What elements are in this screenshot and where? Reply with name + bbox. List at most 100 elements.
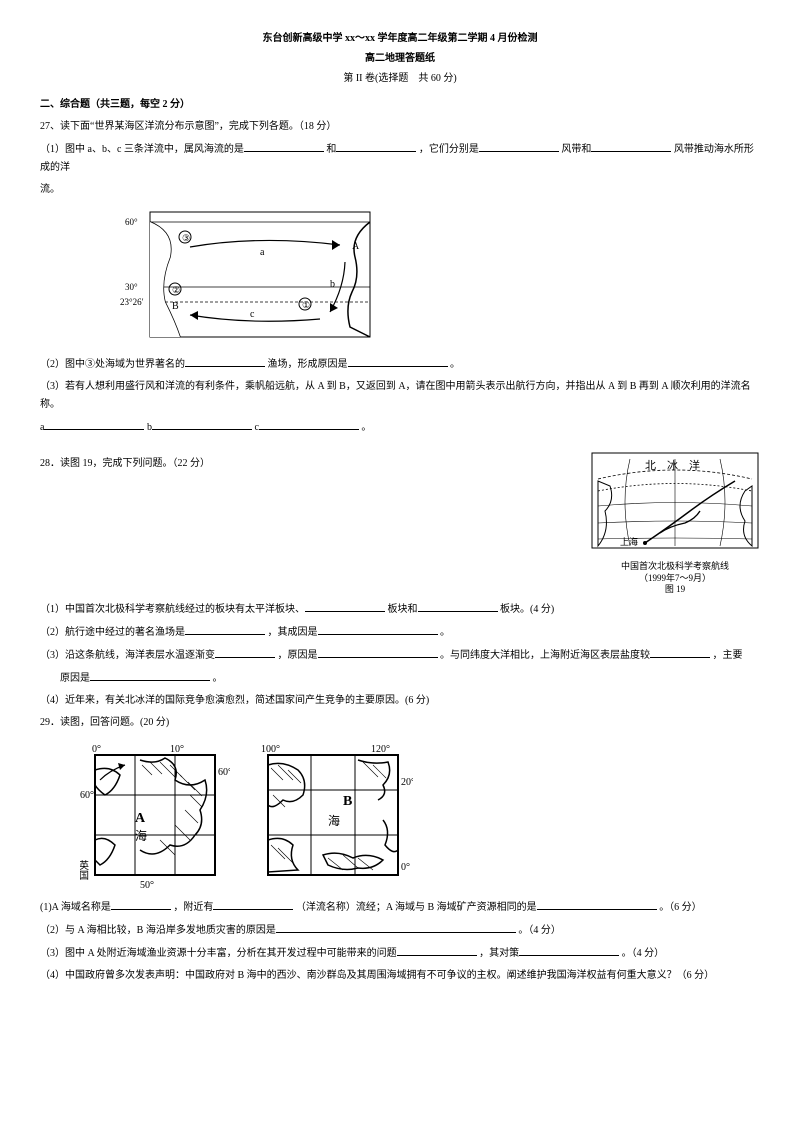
text: （洋流名称）流经；A 海域与 B 海域矿产资源相同的是: [296, 902, 537, 913]
blank: [336, 140, 416, 152]
q28-p1: （1）中国首次北极科学考察航线经过的板块有太平洋板块、 板块和 板块。(4 分): [40, 600, 760, 619]
text: 。（4 分）: [518, 925, 561, 936]
q29-p3: （3）图中 A 处附近海域渔业资源十分丰富，分析在其开发过程中可能带来的问题 ，…: [40, 944, 760, 963]
text: （3）图中 A 处附近海域渔业资源十分丰富，分析在其开发过程中可能带来的问题: [40, 948, 397, 959]
q29-figures: 0° 10° 60° 60° 50° A 海 英国: [40, 740, 760, 890]
q29-p2: （2）与 A 海相比较，B 海沿岸多发地质灾害的原因是 。（4 分）: [40, 921, 760, 940]
caption-3: 图 19: [590, 584, 760, 596]
q29-p4: （4）中国政府曾多次发表声明：中国政府对 B 海中的西沙、南沙群岛及其周围海域拥…: [40, 967, 760, 985]
svg-text:0°: 0°: [401, 862, 410, 873]
q28-p4: （4）近年来，有关北冰洋的国际竞争愈演愈烈，简述国家间产生竞争的主要原因。(6 …: [40, 692, 760, 710]
svg-text:a: a: [260, 247, 265, 258]
q27-figure: 60° 30° 23°26′ a b c ③ ② ① A B: [40, 207, 760, 347]
text: 。: [361, 422, 371, 433]
text: 渔场，形成原因是: [268, 359, 348, 370]
text: 。与同纬度大洋相比，上海附近海区表层盐度较: [440, 650, 650, 661]
svg-text:0°: 0°: [92, 744, 101, 755]
svg-text:③: ③: [182, 233, 190, 243]
svg-text:60°: 60°: [125, 217, 138, 227]
svg-text:海: 海: [135, 828, 147, 843]
text: 。（6 分）: [659, 902, 702, 913]
text: 。: [440, 627, 450, 638]
svg-text:A: A: [352, 241, 360, 252]
text: 。: [450, 359, 460, 370]
blank: [152, 418, 252, 430]
q29-stem: 29．读图，回答问题。(20 分): [40, 714, 760, 732]
svg-text:10°: 10°: [170, 744, 184, 755]
blank: [318, 646, 438, 658]
text: （1）图中 a、b、c 三条洋流中，属风海流的是: [40, 144, 244, 155]
q28-p2: （2）航行途中经过的著名渔场是 ，其成因是 。: [40, 623, 760, 642]
svg-text:120°: 120°: [371, 744, 390, 755]
svg-text:英国: 英国: [80, 859, 89, 881]
q27-stem: 27、读下面“世界某海区洋流分布示意图”，完成下列各题。（18 分）: [40, 118, 760, 136]
blank: [185, 355, 265, 367]
svg-text:上海: 上海: [620, 536, 638, 547]
text: （3）沿这条航线，海洋表层水温逐渐变: [40, 650, 215, 661]
text: 。: [213, 673, 223, 684]
svg-text:B: B: [172, 301, 179, 312]
blank: [244, 140, 324, 152]
text: (1)A 海域名称是: [40, 902, 111, 913]
svg-text:海: 海: [328, 813, 340, 828]
q27-p1: （1）图中 a、b、c 三条洋流中，属风海流的是 和 ，它们分别是 风带和 风带…: [40, 140, 760, 177]
text: 。（4 分）: [622, 948, 665, 959]
q27-p3: （3）若有人想利用盛行风和洋流的有利条件，乘帆船远航，从 A 到 B，又返回到 …: [40, 378, 760, 414]
blank: [90, 669, 210, 681]
blank: [591, 140, 671, 152]
text: ，其对策: [479, 948, 519, 959]
blank: [348, 355, 448, 367]
blank: [418, 600, 498, 612]
blank: [305, 600, 385, 612]
svg-text:b: b: [330, 279, 335, 290]
title-line-1: 东台创新高级中学 xx～xx 学年度高二年级第二学期 4 月份检测: [40, 30, 760, 48]
subtitle: 第 II 卷(选择题 共 60 分): [40, 70, 760, 88]
blank: [213, 898, 293, 910]
q27-p3-blanks: a b c 。: [40, 418, 760, 437]
q27-p1-cont: 流。: [40, 181, 760, 199]
svg-text:②: ②: [172, 285, 180, 295]
caption: 中国首次北极科学考察航线 （1999年7～9月） 图 19: [590, 561, 760, 596]
q28-map: 北 冰 洋 上海 中国首次北极科学考察航线 （1999年7～9月） 图 19: [590, 451, 760, 596]
blank: [215, 646, 275, 658]
title-line-2: 高二地理答题纸: [40, 50, 760, 68]
svg-text:100°: 100°: [261, 744, 280, 755]
svg-text:①: ①: [302, 300, 310, 310]
text: 和: [326, 144, 336, 155]
svg-text:20°: 20°: [401, 777, 413, 788]
blank: [519, 944, 619, 956]
blank: [259, 418, 359, 430]
svg-text:30°: 30°: [125, 282, 138, 292]
section-2-header: 二、综合题（共三题，每空 2 分）: [40, 96, 760, 114]
blank: [650, 646, 710, 658]
arctic-route-map: 北 冰 洋 上海: [590, 451, 760, 561]
text: ，主要: [713, 650, 743, 661]
blank: [185, 623, 265, 635]
svg-text:A: A: [135, 811, 146, 826]
q28-p3b: 原因是 。: [40, 669, 760, 688]
text: ，附近有: [173, 902, 213, 913]
text: 板块和: [388, 604, 418, 615]
svg-text:23°26′: 23°26′: [120, 297, 144, 307]
text: （2）图中③处海域为世界著名的: [40, 359, 185, 370]
blank: [479, 140, 559, 152]
blank: [111, 898, 171, 910]
blank: [276, 921, 396, 933]
svg-text:50°: 50°: [140, 880, 154, 890]
text: 原因是: [60, 673, 90, 684]
blank: [537, 898, 657, 910]
text: ，其成因是: [268, 627, 318, 638]
q28-p3: （3）沿这条航线，海洋表层水温逐渐变 ，原因是 。与同纬度大洋相比，上海附近海区…: [40, 646, 760, 665]
svg-text:60°: 60°: [80, 790, 94, 801]
blank: [44, 418, 144, 430]
q29-map-a: 0° 10° 60° 60° 50° A 海 英国: [80, 740, 230, 890]
text: （2）航行途中经过的著名渔场是: [40, 627, 185, 638]
q29-p1: (1)A 海域名称是 ，附近有 （洋流名称）流经；A 海域与 B 海域矿产资源相…: [40, 898, 760, 917]
svg-text:B: B: [343, 794, 352, 809]
text: 风带和: [561, 144, 591, 155]
blank: [318, 623, 438, 635]
caption-2: （1999年7～9月）: [590, 573, 760, 585]
svg-text:60°: 60°: [218, 767, 230, 778]
text: （1）中国首次北极科学考察航线经过的板块有太平洋板块、: [40, 604, 305, 615]
text: （2）与 A 海相比较，B 海沿岸多发地质灾害的原因是: [40, 925, 276, 936]
